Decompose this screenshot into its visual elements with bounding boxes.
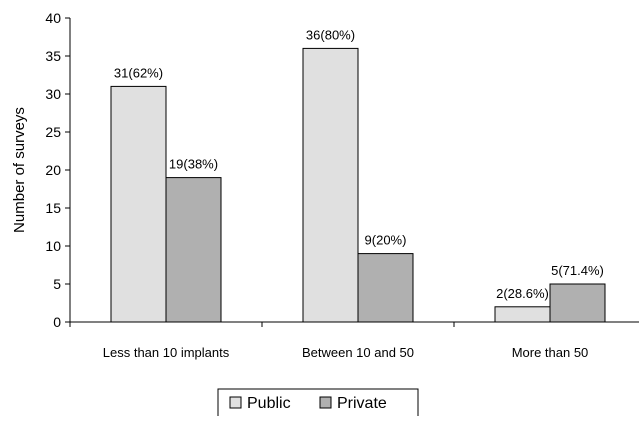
data-label: 2(28.6%) [496,286,549,301]
data-label: 5(71.4%) [551,263,604,278]
y-tick-label: 30 [45,86,61,102]
y-tick-label: 15 [45,200,61,216]
y-tick-label: 25 [45,124,61,140]
y-tick-label: 40 [45,10,61,26]
x-tick-label: Between 10 and 50 [302,345,414,360]
data-label: 9(20%) [365,233,407,248]
bar-private [549,283,606,323]
x-tick-label: More than 50 [512,345,589,360]
y-tick-label: 5 [53,276,61,292]
bar-private [165,177,222,323]
legend-label-public: Public [247,395,291,412]
legend-label-private: Private [337,395,387,412]
data-label: 36(80%) [306,27,355,42]
y-tick-label: 20 [45,162,61,178]
bars [110,47,606,323]
y-tick-label: 10 [45,238,61,254]
legend-box [217,388,419,418]
legend-swatch-public [229,396,242,409]
axes: 0 5 10 15 20 25 30 35 40 Number of surveys Less th… [11,10,639,360]
data-label: 19(38%) [169,157,218,172]
data-label: 31(62%) [114,65,163,80]
y-tick-label: 35 [45,48,61,64]
y-tick-label: 0 [53,314,61,330]
bar-public [302,47,359,323]
x-tick-label: Less than 10 implants [103,345,230,360]
bar-public [110,85,167,323]
legend: Public Private [217,388,419,418]
bar-public [494,306,551,323]
legend-swatch-private [319,396,332,409]
bar-private [357,253,414,323]
data-labels: 31(62%) 19(38%) 36(80%) 9(20%) 2(28.6%)5(71.… [114,27,604,300]
y-axis-label: Number of surveys [11,107,28,233]
